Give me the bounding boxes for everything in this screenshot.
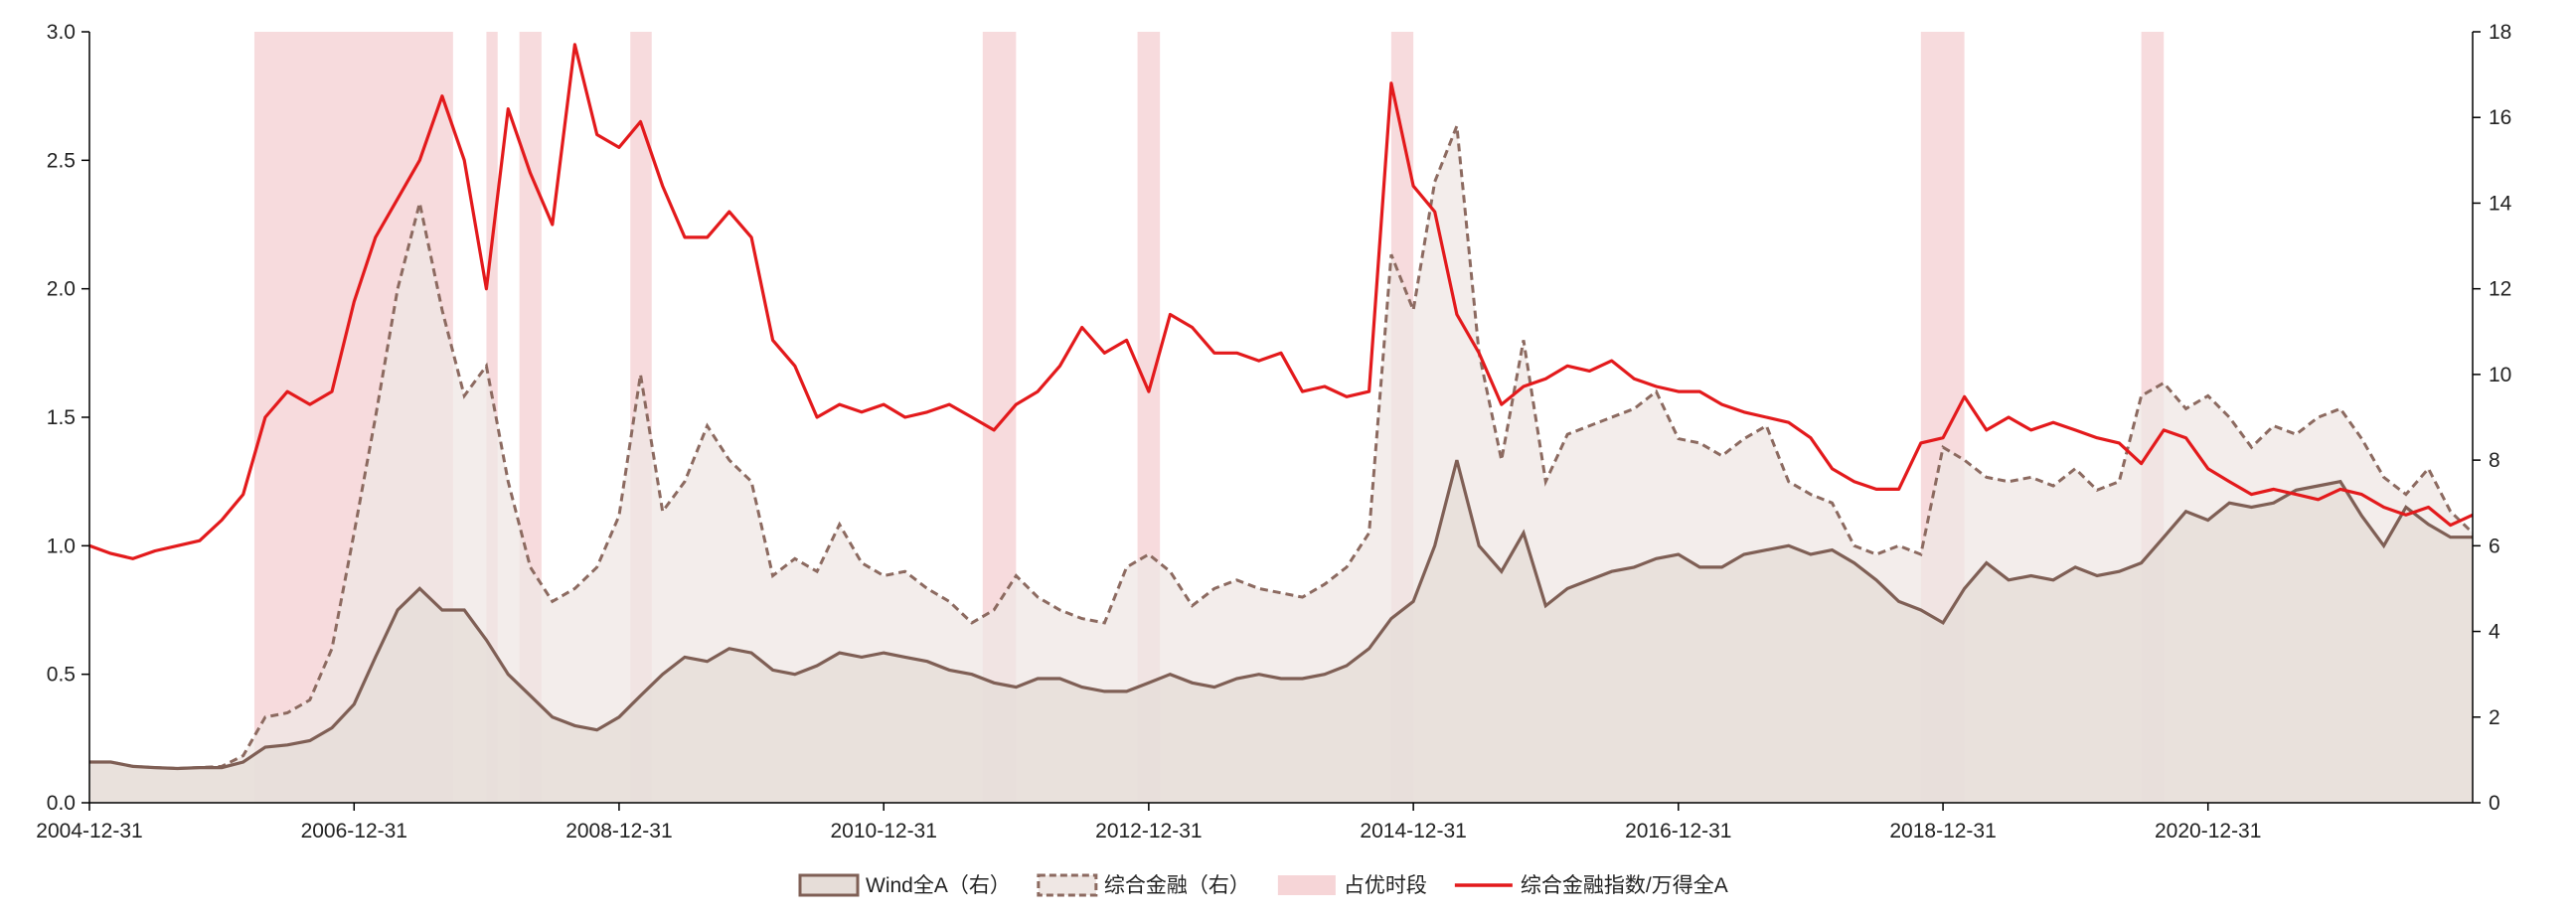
legend-label: 占优时段 [1344,874,1427,897]
legend-item: 综合金融（右） [1037,873,1250,897]
right-tick-label: 14 [2489,192,2512,215]
legend-label: 综合金融（右） [1104,874,1250,897]
right-tick-label: 6 [2489,535,2500,557]
x-tick-label: 2006-12-31 [301,820,407,843]
left-tick-label: 3.0 [47,21,76,44]
right-tick-label: 12 [2489,278,2511,301]
left-tick-label: 0.5 [47,664,76,687]
x-tick-label: 2004-12-31 [36,820,142,843]
left-tick-label: 0.0 [47,792,76,815]
x-tick-label: 2008-12-31 [565,820,672,843]
x-tick-label: 2012-12-31 [1095,820,1202,843]
right-tick-label: 16 [2489,106,2511,129]
financial-series-line [89,125,2475,771]
legend-item: Wind全A（右） [798,873,1011,897]
right-tick-label: 8 [2489,449,2500,472]
left-tick-label: 2.0 [47,278,76,301]
x-tick-label: 2014-12-31 [1360,820,1466,843]
legend-swatch-financial [1037,873,1098,897]
right-tick-label: 2 [2489,706,2500,729]
wind-area-fill [89,460,2473,803]
legend-label: Wind全A（右） [866,874,1011,897]
right-tick-label: 4 [2489,621,2500,644]
right-tick-label: 18 [2489,21,2511,44]
right-tick-label: 0 [2489,792,2500,815]
x-tick-label: 2018-12-31 [1889,820,1996,843]
left-tick-label: 1.0 [47,535,76,557]
legend-swatch-shade [1277,875,1336,895]
legend-item: 综合金融指数/万得全A [1454,874,1728,897]
legend-item: 占优时段 [1277,874,1427,897]
left-tick-label: 1.5 [47,406,76,429]
x-tick-label: 2016-12-31 [1625,820,1731,843]
ratio-series-line [88,43,2474,560]
legend-label: 综合金融指数/万得全A [1521,874,1728,897]
legend-swatch-wind [798,873,860,897]
x-tick-label: 2010-12-31 [831,820,937,843]
axes: 0.0 0.5 1.0 1.5 2.0 2.5 3.0 0 2 4 6 8 10 12 14 16 18 2004… [36,21,2511,843]
wind-area-series [89,459,2473,803]
ratio-line-series [88,43,2474,560]
wind-series-line [89,459,2473,771]
left-tick-label: 2.5 [47,149,76,172]
right-tick-label: 10 [2489,364,2511,386]
x-tick-label: 2020-12-31 [2155,820,2261,843]
legend: Wind全A（右） 综合金融（右） 占优时段 综合金融指数/万得全A [798,873,1728,897]
